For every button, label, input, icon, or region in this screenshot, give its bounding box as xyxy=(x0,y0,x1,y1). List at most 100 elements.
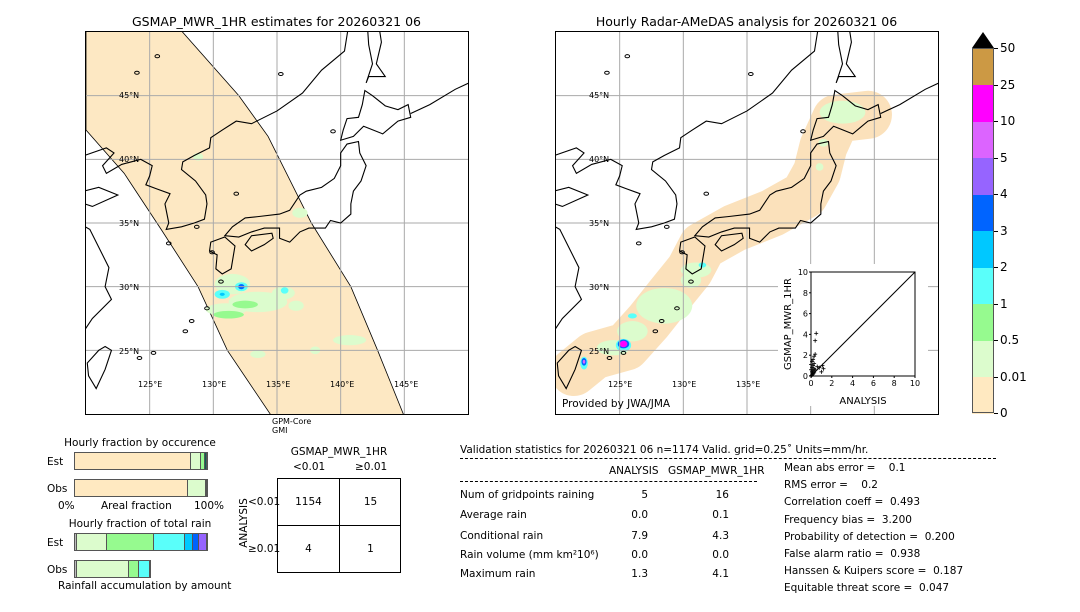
coastline-taiwan xyxy=(87,347,111,389)
lat-label: 45°N xyxy=(119,91,140,100)
stats-row-gsmap: 4.3 xyxy=(712,530,729,542)
score-item: RMS error = 0.2 xyxy=(784,479,878,492)
scatter-xtick: 10 xyxy=(910,379,920,388)
coastline-honshu xyxy=(695,142,836,243)
sensor-label: GMI xyxy=(272,426,288,435)
bar-segment xyxy=(154,534,185,550)
scatter-plot: 00 2 2 4 4 6 6 8 8 10 10 ANALYSIS GSMAP_MWR_1HR xyxy=(778,264,928,406)
coastline-china_s xyxy=(86,187,118,206)
score-item: Hanssen & Kuipers score = 0.187 xyxy=(784,565,964,578)
lon-label: 135°E xyxy=(736,380,761,389)
colorbar-tick xyxy=(994,84,998,86)
scatter-point xyxy=(812,361,817,366)
colorbar-tick xyxy=(994,303,998,305)
occurrence-title: Hourly fraction by occurence xyxy=(64,437,216,449)
scatter-ytick: 4 xyxy=(803,330,808,339)
stats-row-analysis: 0.0 xyxy=(631,509,648,521)
scatter-xtick: 6 xyxy=(871,379,876,388)
score-item: False alarm ratio = 0.938 xyxy=(784,548,921,560)
scatter-point xyxy=(810,370,815,375)
scatter-ytick: 0 xyxy=(803,372,808,381)
bar-segment xyxy=(139,561,150,577)
scatter-point xyxy=(809,373,814,378)
cell-false-alarm: 15 xyxy=(363,496,378,508)
bar-segment xyxy=(205,453,208,469)
bar-est xyxy=(74,533,208,551)
colorbar-tick xyxy=(994,267,998,268)
scatter-point xyxy=(809,367,813,372)
lat-label: 30°N xyxy=(119,283,140,292)
stats-header-gsmap: GSMAP_MWR_1HR xyxy=(668,465,765,477)
island xyxy=(659,320,664,323)
coastline-mainland xyxy=(556,32,820,229)
bar-obs xyxy=(74,560,151,578)
colorbar-label: 0 xyxy=(1000,406,1008,420)
coastlines xyxy=(86,32,468,389)
scatter-point xyxy=(811,357,816,362)
coastline-mainland xyxy=(86,32,350,229)
colorbar-segment xyxy=(972,230,994,268)
coastline-hokkaido xyxy=(811,91,881,141)
island xyxy=(801,130,806,133)
rain-est-label: Est xyxy=(47,537,64,549)
lat-label: 30°N xyxy=(589,283,610,292)
satellite-label: GPM-Core xyxy=(272,417,312,426)
stats-header-analysis: ANALYSIS xyxy=(609,465,659,477)
scatter-ytick: 10 xyxy=(798,268,808,277)
lon-label: 130°E xyxy=(672,380,697,389)
coastline-kyushu xyxy=(680,237,705,274)
scatter-point xyxy=(810,359,815,364)
score-item: Frequency bias = 3.200 xyxy=(784,513,912,526)
rain-cell xyxy=(288,300,304,311)
bar-segment xyxy=(191,453,202,469)
stats-row-name: Maximum rain xyxy=(460,568,536,580)
island xyxy=(607,356,612,359)
island xyxy=(605,71,610,74)
rain-cell xyxy=(292,207,308,218)
colorbar-tick xyxy=(994,413,998,414)
score-item: Correlation coeff = 0.493 xyxy=(784,496,920,509)
colorbar-label: 1 xyxy=(1000,296,1008,311)
colorbar-label: 5 xyxy=(1000,150,1008,165)
cell-miss: 4 xyxy=(305,543,312,555)
bar-obs xyxy=(74,479,208,497)
colorbar-tick xyxy=(994,230,998,232)
rain-cell xyxy=(219,292,225,296)
rain-cell xyxy=(280,287,289,294)
contingency-row-header-0: <0.01 xyxy=(248,496,281,508)
coastline-sakhalin xyxy=(366,32,385,83)
coastline-sakhalin xyxy=(836,32,855,83)
colorbar-segment xyxy=(972,340,994,377)
stats-title: Validation statistics for 20260321 06 n=… xyxy=(460,444,869,456)
scatter-point xyxy=(810,372,815,377)
stats-header-divider xyxy=(460,481,757,482)
rain-cell xyxy=(636,287,693,324)
island xyxy=(151,351,156,354)
island xyxy=(653,330,658,333)
occurrence-xlabel: Areal fraction xyxy=(101,500,172,512)
coastline-kamchatka xyxy=(881,80,938,113)
scatter-point xyxy=(813,367,818,372)
colorbar-segment xyxy=(972,376,994,414)
stats-row-analysis: 0.0 xyxy=(631,549,648,561)
colorbar-tick xyxy=(994,376,998,378)
island xyxy=(137,356,142,359)
island xyxy=(205,307,210,310)
scatter-point xyxy=(820,363,825,368)
bar-est xyxy=(74,452,208,470)
occurrence-est-label: Est xyxy=(47,456,64,468)
scatter-xtick: 4 xyxy=(850,379,855,388)
stats-divider xyxy=(460,458,996,459)
rain-cell xyxy=(819,100,866,124)
coastline-china_e xyxy=(86,220,111,344)
scatter-ylabel: GSMAP_MWR_1HR xyxy=(783,278,794,370)
contingency-table: 1154 15 4 1 xyxy=(277,478,401,573)
rain-cell xyxy=(698,262,707,268)
scatter-point xyxy=(810,365,815,370)
stats-row-gsmap: 0.0 xyxy=(712,549,729,561)
bar-segment xyxy=(75,561,77,577)
colorbar-segment xyxy=(972,303,994,341)
scatter-point xyxy=(811,363,816,368)
island xyxy=(664,225,669,228)
colorbar-extend-arrow xyxy=(972,32,994,48)
